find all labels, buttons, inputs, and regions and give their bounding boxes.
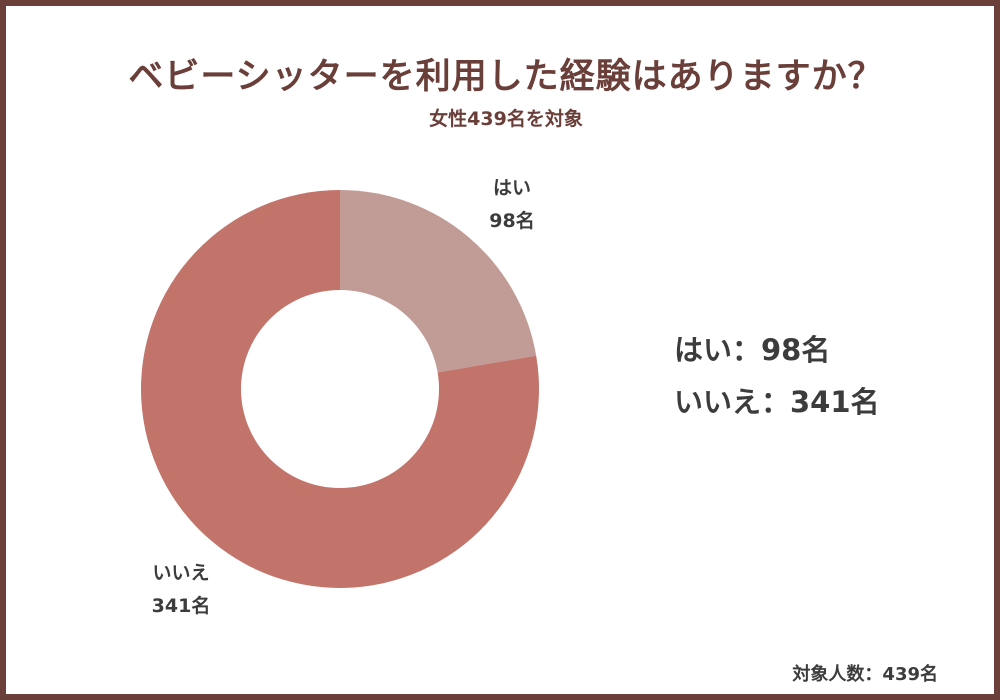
- legend-item-no: いいえ：341名: [674, 385, 880, 419]
- slice-label-yes-value: 98名: [489, 210, 535, 232]
- slice-label-yes: はい 98名: [472, 172, 552, 238]
- chart-title: ベビーシッターを利用した経験はありますか？: [128, 57, 884, 97]
- donut-hole: [241, 290, 439, 488]
- slice-label-yes-category: はい: [492, 177, 531, 199]
- sample-size-note: 対象人数：439名: [792, 664, 938, 685]
- legend-item-yes: はい：98名: [674, 333, 831, 367]
- slice-label-no-category: いいえ: [152, 562, 210, 584]
- chart-subtitle: 女性439名を対象: [429, 108, 583, 130]
- slice-label-no: いいえ 341名: [131, 557, 231, 623]
- legend: はい：98名 いいえ：341名: [674, 324, 880, 428]
- donut-chart: [140, 190, 539, 589]
- slice-label-no-value: 341名: [151, 595, 211, 617]
